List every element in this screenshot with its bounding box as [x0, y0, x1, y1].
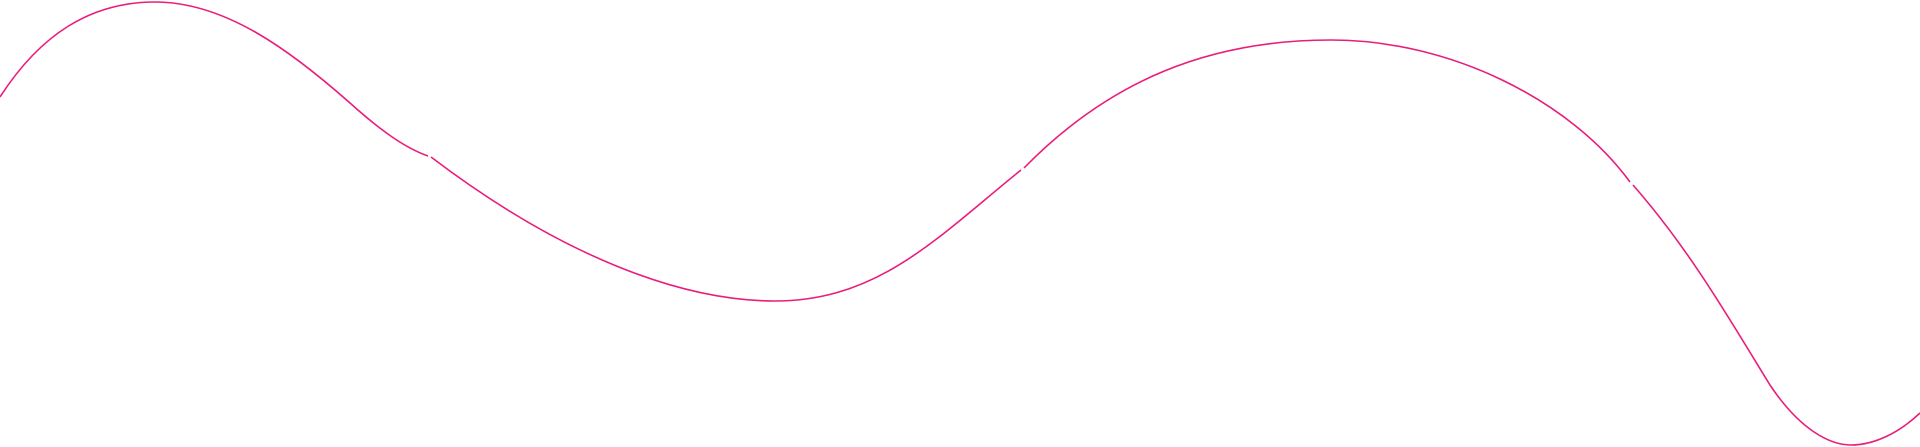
- wave-segment-2: [430, 156, 1022, 302]
- wave-segment-3: [1023, 39, 1631, 183]
- wave-segment-4: [1632, 184, 1920, 446]
- wave-segment-1: [0, 1, 429, 157]
